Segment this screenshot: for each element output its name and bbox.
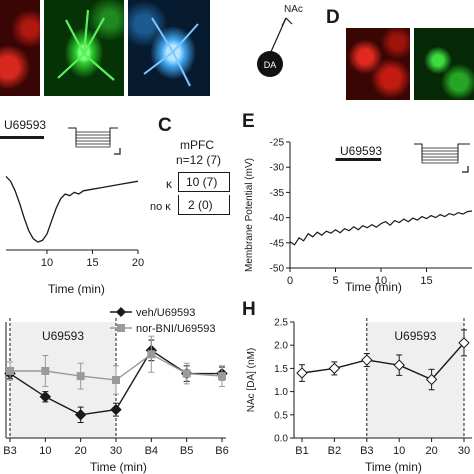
panel-g-point	[74, 409, 87, 421]
panel-c-region: mPFC	[180, 138, 214, 152]
panel-e-y-tick-label: -35	[270, 188, 285, 199]
panel-g-x-tick-label: 10	[39, 445, 51, 457]
panel-b-x-tick-label: 10	[41, 257, 53, 269]
panel-h-plot: U69593 B1 B2 B3 10 20 30 0.0 0.5 1.0 1.5 2.0 2.5 NAc …	[246, 318, 472, 457]
panel-h-point	[425, 373, 438, 386]
panel-h-ylabel: NAc [DA] (nM)	[246, 348, 257, 412]
panel-g-xlabel: Time (min)	[90, 460, 147, 474]
micrograph-green-right	[414, 28, 474, 100]
panel-b-trace-line	[5, 175, 139, 243]
panel-g-x-tick-label: B6	[215, 445, 228, 457]
panel-h-x-tick-label: B1	[295, 445, 308, 457]
panel-c-row-nokappa-value: 2 (0)	[188, 198, 213, 212]
panel-g-legend-label: veh/U69593	[136, 307, 195, 319]
panel-e-y-tick-label: -45	[270, 238, 285, 249]
panel-g-plot: U69593 B3 10 20 30 B4 B5 B6 veh/U69593 nor-BNI/U6…	[3, 307, 229, 457]
schematic-cell-body	[257, 51, 283, 77]
panel-e-x-tick-label: 15	[420, 275, 432, 287]
micrograph-blue-left	[128, 0, 210, 96]
panel-g-legend-marker	[117, 324, 125, 332]
panel-h-x-tick-label: B3	[360, 445, 373, 457]
panel-g-x-tick-label: 30	[110, 445, 122, 457]
micrograph-red-left	[0, 0, 40, 96]
panel-e-drug-label: U69593	[340, 144, 383, 158]
panel-e-y-tick-label: -30	[270, 163, 285, 174]
schematic-cell-label: DA	[264, 60, 277, 70]
panel-b-drug-label: U69593	[4, 118, 47, 132]
panel-e-x-tick-label: 5	[332, 275, 338, 287]
panel-g-x-tick-label: B4	[145, 445, 158, 457]
panel-h-x-tick-label: 30	[458, 445, 470, 457]
panel-letter-d: D	[326, 7, 340, 28]
schematic-da-neuron: NAc DA	[257, 4, 303, 77]
panel-g-x-tick-label: B3	[3, 445, 16, 457]
panel-h-x-tick-label: 10	[393, 445, 405, 457]
panel-c-row-kappa-label: κ	[166, 177, 172, 191]
panel-g-point	[218, 372, 226, 381]
panel-h-y-tick-label: 2.0	[274, 341, 288, 352]
panel-letter-h: H	[242, 299, 256, 320]
panel-h-xlabel: Time (min)	[365, 460, 422, 474]
panel-h-y-tick-label: 0.0	[274, 434, 288, 445]
panel-b-xlabel: Time (min)	[48, 282, 105, 296]
panel-g-point	[147, 350, 156, 359]
panel-g-point	[76, 372, 85, 381]
panel-e-plot: -50 -45 -40 -35 -30 -25 0 5 10 15 Membrane Potenti…	[244, 138, 473, 287]
schematic-region-label: NAc	[284, 4, 303, 15]
panel-h-y-tick-label: 1.0	[274, 387, 288, 398]
panel-letter-e: E	[242, 111, 255, 132]
panel-g-point	[6, 366, 14, 375]
panel-e-trace-line	[289, 210, 473, 246]
panel-e-ylabel: Membrane Potential (mV)	[244, 158, 255, 272]
panel-b-plot: 10 15 20	[5, 175, 144, 269]
panel-e-inset-traces	[414, 143, 470, 173]
micrograph-red-right	[346, 28, 410, 100]
panel-h-point	[393, 359, 405, 371]
panel-c-n: n=12 (7)	[176, 153, 222, 167]
micrograph-green-left	[44, 0, 124, 96]
panel-h-point	[458, 337, 470, 349]
panel-e-y-tick-label: -40	[270, 213, 285, 224]
panel-e-x-tick-label: 0	[287, 275, 293, 287]
panel-b-inset-traces	[68, 127, 121, 155]
panel-g-legend-label: nor-BNI/U69593	[136, 323, 216, 335]
panel-h-series-line	[301, 342, 465, 381]
panel-h-x-tick-label: 20	[425, 445, 437, 457]
panel-g-shaded-region	[10, 322, 116, 438]
panel-c-row-nokappa-box	[178, 195, 230, 215]
panel-b-x-tick-label: 20	[132, 257, 144, 269]
panel-h-drug-label: U69593	[394, 329, 436, 343]
panel-b-drug-bar	[0, 136, 44, 139]
panel-c-row-nokappa-label: no κ	[150, 201, 171, 213]
panel-e-drug-bar	[335, 158, 381, 161]
panel-c-row-kappa-box	[178, 172, 230, 192]
panel-h-y-tick-label: 0.5	[274, 410, 288, 421]
panel-g-point	[110, 403, 122, 416]
panel-e-xlabel: Time (min)	[345, 280, 402, 294]
panel-h-y-tick-label: 2.5	[274, 318, 288, 329]
panel-e-y-tick-label: -25	[270, 138, 285, 149]
panel-g-point	[41, 366, 50, 375]
panel-h-point	[361, 354, 373, 366]
panel-letter-c: C	[158, 115, 172, 136]
panel-g-legend-marker	[116, 307, 126, 317]
panel-c-row-kappa-value: 10 (7)	[186, 175, 218, 189]
panel-g-point	[182, 369, 191, 378]
panel-h-point	[296, 367, 308, 379]
panel-g-drug-label: U69593	[42, 329, 84, 343]
panel-h-y-tick-label: 1.5	[274, 364, 288, 375]
panel-g-point	[112, 376, 120, 384]
panel-h-shaded-region	[366, 322, 464, 438]
panel-g-point	[39, 391, 52, 403]
panel-g-x-tick-label: 20	[75, 445, 87, 457]
panel-e-x-tick-label: 10	[375, 275, 387, 287]
panel-g-x-tick-label: B5	[180, 445, 193, 457]
panel-e-y-tick-label: -50	[270, 264, 285, 275]
panel-h-point	[328, 362, 341, 375]
panel-b-x-tick-label: 15	[86, 257, 98, 269]
panel-h-x-tick-label: B2	[328, 445, 341, 457]
